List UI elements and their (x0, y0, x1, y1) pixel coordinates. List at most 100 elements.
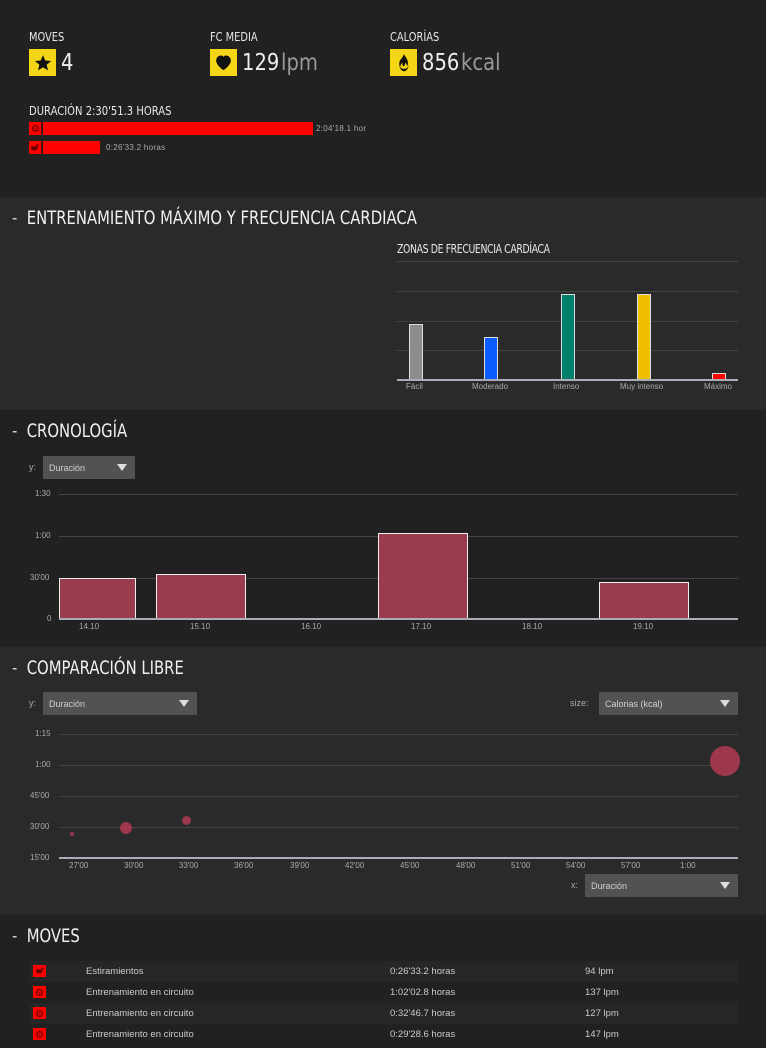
zone-bar-moderado[interactable] (484, 337, 498, 380)
collapse-icon[interactable]: - (12, 207, 18, 229)
timeline-bar-15-10[interactable] (156, 574, 246, 619)
timeline-bar-14-10[interactable] (59, 578, 136, 619)
y-tick: 0 (47, 614, 52, 623)
zone-bar-facil[interactable] (409, 324, 423, 380)
flame-icon (390, 49, 417, 76)
y-tick: 30'00 (30, 573, 50, 582)
hr-label: FC MEDIA (210, 30, 258, 44)
move-name: Entrenamiento en circuito (86, 987, 194, 998)
stretching-icon (29, 141, 42, 154)
duration-bar-text: 0:26'33.2 horas (106, 143, 166, 152)
chevron-down-icon (720, 882, 730, 889)
section-title: CRONOLOGÍA (26, 420, 128, 442)
section-title: COMPARACIÓN LIBRE (26, 657, 184, 679)
hr-stat: FC MEDIA 129lpm (210, 30, 331, 76)
move-hr: 94 lpm (585, 966, 614, 977)
stretching-icon (33, 965, 46, 977)
section-header[interactable]: - ENTRENAMIENTO MÁXIMO Y FRECUENCIA CARDI… (12, 207, 417, 229)
move-name: Estiramientos (86, 966, 144, 977)
y-tick: 45'00 (30, 791, 50, 800)
move-name: Entrenamiento en circuito (86, 1008, 194, 1019)
timeline-bar-17-10[interactable] (378, 533, 468, 619)
y-axis-label: y: (29, 698, 37, 708)
moves-label: MOVES (29, 30, 65, 44)
moves-section: - MOVES Estiramientos 0:26'33.2 horas 94 … (0, 915, 766, 1048)
hr-value: 129 (242, 49, 280, 76)
x-tick: 42'00 (345, 861, 365, 870)
collapse-icon[interactable]: - (12, 657, 18, 679)
section-header[interactable]: - CRONOLOGÍA (12, 420, 127, 442)
calories-value: 856 (422, 49, 460, 76)
moves-value: 4 (61, 49, 74, 76)
x-tick: 27'00 (69, 861, 89, 870)
collapse-icon[interactable]: - (12, 420, 18, 442)
zone-bar-maximo[interactable] (712, 373, 726, 380)
hr-unit: lpm (281, 49, 318, 76)
circuit-icon (29, 122, 42, 135)
chevron-down-icon (117, 464, 127, 471)
table-row[interactable]: Entrenamiento en circuito 0:29'28.6 hora… (29, 1024, 738, 1045)
star-icon (29, 49, 56, 76)
x-tick: 1:00 (680, 861, 696, 870)
scatter-point[interactable] (120, 822, 132, 834)
calories-unit: kcal (461, 49, 501, 76)
moves-stat: MOVES 4 (29, 30, 76, 76)
move-duration: 0:32'46.7 horas (390, 1008, 456, 1019)
zone-bar-intenso[interactable] (561, 294, 575, 380)
table-row[interactable]: Entrenamiento en circuito 0:32'46.7 hora… (29, 1003, 738, 1024)
section-header[interactable]: - MOVES (12, 925, 80, 947)
x-tick: Muy intenso (620, 382, 664, 391)
x-tick: Moderado (472, 382, 509, 391)
section-title: ENTRENAMIENTO MÁXIMO Y FRECUENCIA CARDIA… (26, 207, 417, 229)
size-label: size: (570, 698, 589, 708)
y-tick: 1:30 (35, 489, 51, 498)
x-tick: Fácil (406, 382, 423, 391)
heart-icon (210, 49, 237, 76)
y-tick: 1:00 (35, 760, 51, 769)
calories-stat: CALORÍAS 856kcal (390, 30, 514, 76)
timeline-bar-19-10[interactable] (599, 582, 689, 619)
calories-label: CALORÍAS (390, 30, 440, 44)
y-tick: 1:15 (35, 729, 51, 738)
duration-bar-circuit[interactable]: 2:04'18.1 hor (29, 122, 366, 135)
duration-title: DURACIÓN 2:30'51.3 HORAS (29, 103, 172, 118)
section-title: MOVES (26, 925, 80, 947)
zone-bar-muy-intenso[interactable] (637, 294, 651, 380)
x-tick: 30'00 (124, 861, 144, 870)
scatter-point[interactable] (182, 816, 191, 825)
section-header[interactable]: - COMPARACIÓN LIBRE (12, 657, 184, 679)
chevron-down-icon (720, 700, 730, 707)
move-name: Entrenamiento en circuito (86, 1029, 194, 1040)
move-duration: 1:02'02.8 horas (390, 987, 456, 998)
collapse-icon[interactable]: - (12, 925, 18, 947)
x-tick: 54'00 (566, 861, 586, 870)
size-select[interactable]: Calorias (kcal) (599, 692, 738, 715)
move-duration: 0:29'28.6 horas (390, 1029, 456, 1040)
move-hr: 147 lpm (585, 1029, 619, 1040)
duration-bar-stretching[interactable]: 0:26'33.2 horas (29, 141, 165, 154)
x-tick: 17.10 (411, 622, 432, 631)
scatter-point[interactable] (710, 746, 740, 776)
y-tick: 1:00 (35, 531, 51, 540)
y-axis-select[interactable]: Duración (43, 692, 197, 715)
x-tick: 33'00 (179, 861, 199, 870)
comparacion-section: - COMPARACIÓN LIBRE y: Duración size: Cal… (0, 647, 766, 915)
circuit-icon (33, 1007, 46, 1019)
entrenamiento-section: - ENTRENAMIENTO MÁXIMO Y FRECUENCIA CARDI… (0, 197, 766, 410)
x-tick: 48'00 (456, 861, 476, 870)
move-hr: 127 lpm (585, 1008, 619, 1019)
y-axis-label: y: (29, 462, 37, 472)
x-tick: 16.10 (301, 622, 322, 631)
x-tick: 51'00 (511, 861, 531, 870)
scatter-point[interactable] (70, 832, 74, 836)
zones-chart-title: ZONAS DE FRECUENCIA CARDÍACA (397, 242, 550, 256)
table-row[interactable]: Entrenamiento en circuito 1:02'02.8 hora… (29, 982, 738, 1003)
circuit-icon (33, 1028, 46, 1040)
chevron-down-icon (179, 700, 189, 707)
duration-bar-text: 2:04'18.1 hor (316, 124, 367, 133)
table-row[interactable]: Estiramientos 0:26'33.2 horas 94 lpm (29, 961, 738, 982)
y-tick: 15'00 (30, 853, 50, 862)
y-axis-select[interactable]: Duración (43, 456, 135, 479)
move-hr: 137 lpm (585, 987, 619, 998)
x-axis-select[interactable]: Duración (585, 874, 738, 897)
